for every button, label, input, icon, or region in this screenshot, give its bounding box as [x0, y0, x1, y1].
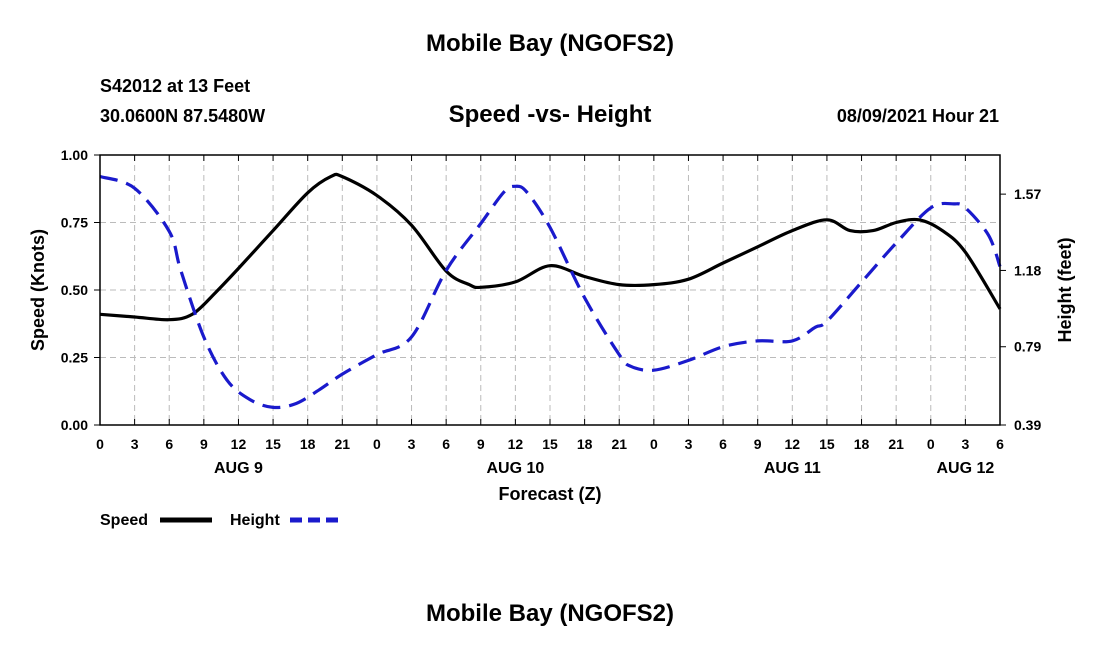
legend-height-label: Height [230, 512, 280, 529]
legend-speed-label: Speed [100, 512, 148, 529]
x-tick-label: 6 [442, 436, 450, 452]
series-layer [99, 172, 1002, 410]
x-tick-label: 15 [265, 436, 281, 452]
x-tick-label: 21 [611, 436, 627, 452]
y-tick-label: 1.00 [61, 147, 88, 163]
y2-tick-label: 1.18 [1014, 262, 1041, 278]
y-tick-label: 0.25 [61, 350, 88, 366]
date-label: AUG 11 [764, 460, 821, 477]
x-tick-label: 3 [131, 436, 139, 452]
forecast-datetime: 08/09/2021 Hour 21 [836, 106, 999, 126]
x-tick-label: 9 [477, 436, 485, 452]
x-tick-label: 0 [96, 436, 104, 452]
x-tick-label: 3 [408, 436, 416, 452]
plot-frame [99, 154, 1001, 426]
top-title: Mobile Bay (NGOFS2) [425, 30, 675, 57]
x-tick-label: 6 [996, 436, 1004, 452]
grid-layer [100, 155, 1000, 425]
date-label: AUG 10 [486, 460, 544, 477]
coordinates-label: 30.0600N 87.5480W [100, 106, 266, 126]
y2-axis-title: Height (feet) [1055, 238, 1075, 343]
height-series-line [99, 174, 1002, 410]
x-tick-label: 0 [650, 436, 658, 452]
y-tick-label: 0.75 [61, 215, 88, 231]
x-axis-title: Forecast (Z) [498, 484, 601, 504]
axis-layer: 0 3 6 9 12 15 18 21 0 3 6 9 12 15 18 21 0 3 6 9 12 15 18 21 0 3 60… [61, 147, 1042, 477]
x-tick-label: 12 [231, 436, 247, 452]
y-tick-label: 0.50 [61, 282, 88, 298]
y-tick-label: 0.00 [61, 417, 88, 433]
x-tick-label: 6 [165, 436, 173, 452]
x-tick-label: 0 [373, 436, 381, 452]
x-tick-label: 12 [785, 436, 801, 452]
x-tick-label: 21 [335, 436, 351, 452]
x-tick-label: 3 [685, 436, 693, 452]
date-label: AUG 12 [936, 460, 994, 477]
x-tick-label: 15 [542, 436, 558, 452]
x-tick-label: 18 [577, 436, 593, 452]
x-tick-label: 9 [754, 436, 762, 452]
date-label: AUG 9 [214, 460, 263, 477]
y2-tick-label: 0.79 [1014, 339, 1041, 355]
x-tick-label: 0 [927, 436, 935, 452]
station-label: S42012 at 13 Feet [100, 76, 251, 96]
y2-tick-label: 1.57 [1014, 186, 1041, 202]
x-tick-label: 3 [961, 436, 969, 452]
speed-series-line [99, 172, 1002, 322]
y2-tick-label: 0.39 [1014, 417, 1041, 433]
x-tick-label: 18 [854, 436, 870, 452]
x-tick-label: 15 [819, 436, 835, 452]
chart-subtitle: Speed -vs- Height [448, 101, 652, 128]
bottom-title: Mobile Bay (NGOFS2) [425, 600, 675, 627]
legend: Speed Height [100, 512, 342, 529]
x-tick-label: 9 [200, 436, 208, 452]
y-axis-title: Speed (Knots) [28, 229, 48, 351]
x-tick-label: 6 [719, 436, 727, 452]
x-tick-label: 18 [300, 436, 316, 452]
x-tick-label: 21 [888, 436, 904, 452]
x-tick-label: 12 [508, 436, 524, 452]
